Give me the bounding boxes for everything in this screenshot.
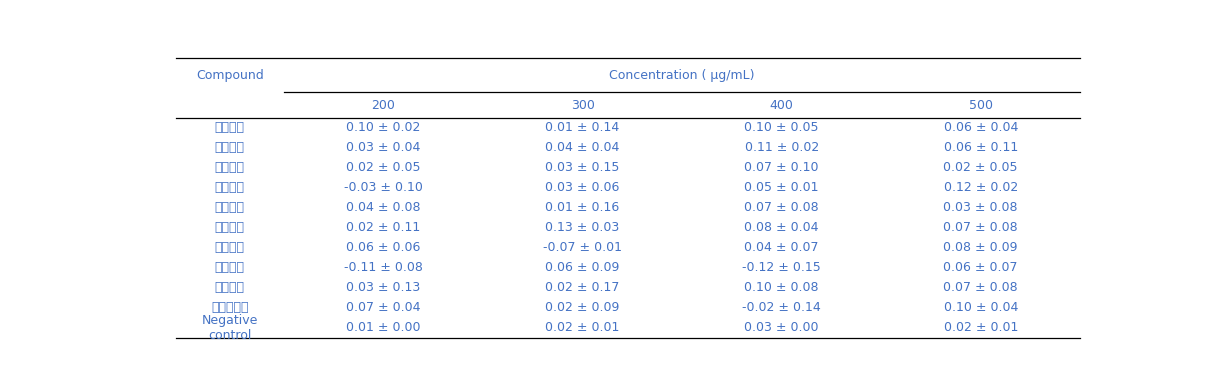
- Text: 0.07 ± 0.08: 0.07 ± 0.08: [744, 201, 818, 214]
- Text: 0.02 ± 0.05: 0.02 ± 0.05: [347, 161, 421, 174]
- Text: 목이버섯: 목이버섯: [215, 281, 244, 294]
- Text: 상황버섯: 상황버섯: [215, 141, 244, 154]
- Text: 0.02 ± 0.01: 0.02 ± 0.01: [944, 321, 1018, 334]
- Text: 0.10 ± 0.04: 0.10 ± 0.04: [944, 301, 1018, 314]
- Text: -0.03 ± 0.10: -0.03 ± 0.10: [344, 181, 423, 194]
- Text: -0.11 ± 0.08: -0.11 ± 0.08: [344, 261, 423, 274]
- Text: 200: 200: [372, 98, 395, 112]
- Text: Negative
control: Negative control: [202, 313, 258, 342]
- Text: 0.08 ± 0.09: 0.08 ± 0.09: [944, 241, 1018, 254]
- Text: 300: 300: [570, 98, 595, 112]
- Text: 동충하초: 동충하초: [215, 181, 244, 194]
- Text: -0.07 ± 0.01: -0.07 ± 0.01: [544, 241, 623, 254]
- Text: 0.02 ± 0.11: 0.02 ± 0.11: [347, 221, 421, 234]
- Text: 0.07 ± 0.08: 0.07 ± 0.08: [944, 221, 1018, 234]
- Text: Concentration ( μg/mL): Concentration ( μg/mL): [609, 69, 755, 82]
- Text: 0.03 ± 0.00: 0.03 ± 0.00: [744, 321, 818, 334]
- Text: 0.02 ± 0.17: 0.02 ± 0.17: [545, 281, 620, 294]
- Text: 0.07 ± 0.08: 0.07 ± 0.08: [944, 281, 1018, 294]
- Text: 0.08 ± 0.04: 0.08 ± 0.04: [744, 221, 818, 234]
- Text: 느타리버섯: 느타리버섯: [212, 301, 248, 314]
- Text: 0.06 ± 0.07: 0.06 ± 0.07: [944, 261, 1018, 274]
- Text: 0.06 ± 0.11: 0.06 ± 0.11: [944, 141, 1018, 154]
- Text: 0.03 ± 0.06: 0.03 ± 0.06: [545, 181, 620, 194]
- Text: 0.03 ± 0.04: 0.03 ± 0.04: [347, 141, 421, 154]
- Text: -0.12 ± 0.15: -0.12 ± 0.15: [742, 261, 821, 274]
- Text: 0.06 ± 0.04: 0.06 ± 0.04: [944, 121, 1018, 134]
- Text: 0.06 ± 0.09: 0.06 ± 0.09: [545, 261, 620, 274]
- Text: 0.02 ± 0.05: 0.02 ± 0.05: [944, 161, 1018, 174]
- Text: 잎새버섯: 잎새버섯: [215, 221, 244, 234]
- Text: 0.04 ± 0.04: 0.04 ± 0.04: [545, 141, 620, 154]
- Text: 0.04 ± 0.07: 0.04 ± 0.07: [744, 241, 818, 254]
- Text: 0.04 ± 0.08: 0.04 ± 0.08: [347, 201, 421, 214]
- Text: 400: 400: [770, 98, 794, 112]
- Text: 0.05 ± 0.01: 0.05 ± 0.01: [744, 181, 818, 194]
- Text: 0.06 ± 0.06: 0.06 ± 0.06: [347, 241, 421, 254]
- Text: 0.02 ± 0.01: 0.02 ± 0.01: [545, 321, 620, 334]
- Text: 0.03 ± 0.13: 0.03 ± 0.13: [347, 281, 421, 294]
- Text: -0.02 ± 0.14: -0.02 ± 0.14: [742, 301, 821, 314]
- Text: 0.07 ± 0.10: 0.07 ± 0.10: [744, 161, 818, 174]
- Text: 0.12 ± 0.02: 0.12 ± 0.02: [944, 181, 1018, 194]
- Text: 0.01 ± 0.00: 0.01 ± 0.00: [347, 321, 421, 334]
- Text: 0.01 ± 0.16: 0.01 ± 0.16: [546, 201, 620, 214]
- Text: 표고버섯: 표고버섯: [215, 241, 244, 254]
- Text: 500: 500: [969, 98, 992, 112]
- Text: 0.03 ± 0.08: 0.03 ± 0.08: [944, 201, 1018, 214]
- Text: 0.10 ± 0.02: 0.10 ± 0.02: [347, 121, 421, 134]
- Text: 0.03 ± 0.15: 0.03 ± 0.15: [545, 161, 620, 174]
- Text: 영지버섯: 영지버섯: [215, 201, 244, 214]
- Text: 0.07 ± 0.04: 0.07 ± 0.04: [347, 301, 421, 314]
- Text: 0.13 ± 0.03: 0.13 ± 0.03: [546, 221, 620, 234]
- Text: 0.01 ± 0.14: 0.01 ± 0.14: [546, 121, 620, 134]
- Text: 팩이버섯: 팩이버섯: [215, 261, 244, 274]
- Text: 0.10 ± 0.05: 0.10 ± 0.05: [744, 121, 818, 134]
- Text: 0.10 ± 0.08: 0.10 ± 0.08: [744, 281, 818, 294]
- Text: 운지버섯: 운지버섯: [215, 161, 244, 174]
- Text: 차가버섯: 차가버섯: [215, 121, 244, 134]
- Text: 0.02 ± 0.09: 0.02 ± 0.09: [545, 301, 620, 314]
- Text: 0.11 ± 0.02: 0.11 ± 0.02: [744, 141, 818, 154]
- Text: Compound: Compound: [196, 69, 264, 82]
